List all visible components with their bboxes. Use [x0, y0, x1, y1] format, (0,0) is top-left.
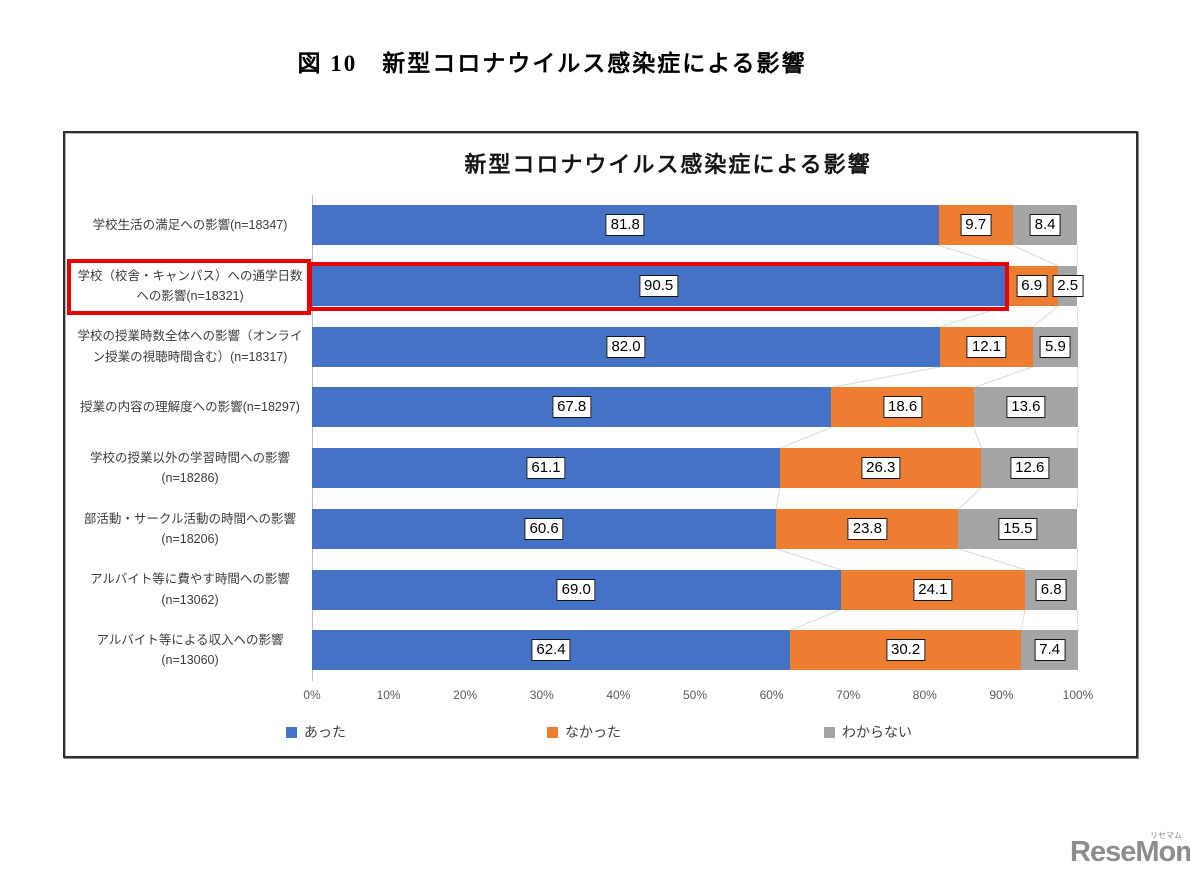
series-connector-line — [973, 366, 1033, 388]
legend-label: なかった — [565, 724, 621, 740]
category-label: 学校生活の満足への影響(n=18347) — [71, 195, 309, 256]
category-label-line: (n=13060) — [161, 653, 219, 668]
value-label: 67.8 — [552, 396, 592, 419]
x-tick-label: 50% — [682, 688, 708, 702]
category-label-line: (n=13062) — [161, 592, 219, 607]
value-label: 62.4 — [531, 639, 571, 662]
series-connector-line — [779, 427, 832, 449]
resemom-logo-text: ReseMom. — [1070, 836, 1190, 868]
x-tick-label: 10% — [376, 688, 401, 702]
category-label-line: 部活動・サークル活動の時間への影響 — [83, 511, 297, 526]
series-connector-line — [776, 548, 841, 571]
plot-area: 81.8 9.7 8.4 90.5 6.9 2.5 82.0 12.1 5.9 67.8 18.6 1… — [312, 195, 1084, 681]
category-label-line: (n=18286) — [161, 471, 219, 486]
legend-item-わからない: わからない — [824, 722, 912, 742]
x-tick-label: 80% — [912, 688, 937, 702]
x-tick-label: 30% — [529, 688, 554, 702]
value-label: 24.1 — [913, 578, 953, 601]
value-label: 23.8 — [847, 517, 887, 540]
bar-row — [312, 387, 1078, 428]
category-label-line: 学校の授業以外の学習時間への影響 — [89, 450, 290, 465]
series-connector-line — [958, 548, 1026, 571]
value-label: 90.5 — [639, 275, 679, 298]
value-label: 12.1 — [966, 335, 1007, 358]
category-label: 部活動・サークル活動の時間への影響 (n=18206) — [71, 499, 309, 560]
series-connector-line — [958, 487, 982, 510]
value-label: 13.6 — [1006, 396, 1046, 419]
value-label: 82.0 — [606, 335, 646, 358]
legend-item-なかった: なかった — [547, 722, 621, 742]
value-label: 12.6 — [1010, 457, 1050, 480]
category-label-line: 学校（校舎・キャンパス）への通学日数 — [77, 268, 303, 283]
legend-label: わからない — [842, 724, 912, 740]
series-connector-line — [1012, 244, 1059, 267]
category-axis-line — [312, 195, 313, 681]
value-label: 6.9 — [1016, 275, 1048, 298]
category-label: アルバイト等に費やす時間への影響 (n=13062) — [71, 559, 309, 620]
category-label-line: アルバイト等に費やす時間への影響 — [90, 572, 290, 587]
value-label: 2.5 — [1052, 275, 1084, 298]
x-tick-label: 20% — [453, 688, 478, 702]
category-label: アルバイト等による収入への影響 (n=13060) — [71, 620, 309, 681]
value-label: 18.6 — [882, 396, 923, 419]
chart-title: 新型コロナウイルス感染症による影響 — [464, 152, 872, 177]
value-label: 9.7 — [960, 214, 992, 237]
category-label-line: (n=18206) — [161, 531, 219, 546]
value-label: 5.9 — [1039, 335, 1071, 358]
x-tick-label: 60% — [759, 688, 784, 702]
value-label: 30.2 — [886, 639, 926, 662]
category-label: 学校の授業時数全体への影響（オンライ ン授業の視聴時間含む）(n=18317) — [71, 316, 309, 377]
series-connector-line — [1032, 305, 1059, 328]
series-connector-line — [1076, 306, 1079, 327]
legend-label: あった — [304, 724, 346, 740]
bar-row — [312, 508, 1078, 549]
series-connector-line — [775, 488, 781, 509]
value-label: 6.8 — [1035, 578, 1067, 601]
legend-marker-icon — [547, 726, 558, 738]
bar-row — [312, 326, 1078, 367]
x-tick-label: 0% — [303, 688, 321, 702]
x-tick-label: 100% — [1062, 688, 1094, 702]
value-label: 61.1 — [526, 457, 566, 480]
category-label-line: 学校の授業時数全体への影響（オンライ — [77, 329, 303, 344]
figure-caption: 図 10 新型コロナウイルス感染症による影響 — [297, 51, 807, 76]
value-label: 69.0 — [556, 578, 596, 601]
legend-item-あった: あった — [286, 722, 346, 742]
series-connector-line — [789, 609, 841, 631]
category-label-line: 授業の内容の理解度への影響(n=18297) — [80, 400, 300, 415]
value-label: 81.8 — [605, 214, 645, 237]
category-label: 学校（校舎・キャンパス）への通学日数 への影響(n=18321) — [71, 256, 309, 317]
bar-row — [312, 569, 1078, 610]
series-connector-line — [1020, 609, 1026, 631]
bar-row — [312, 630, 1078, 671]
x-tick-label: 70% — [836, 688, 861, 702]
series-connector-line — [831, 366, 941, 388]
value-label: 15.5 — [998, 517, 1038, 540]
series-connector-line — [1076, 488, 1079, 509]
category-label-line: アルバイト等による収入への影響 — [96, 632, 284, 647]
legend-marker-icon — [824, 726, 835, 738]
value-label: 26.3 — [861, 457, 901, 480]
resemom-logo-ruby: リセマム — [1150, 831, 1182, 840]
chart-frame: 新型コロナウイルス感染症による影響 学校生活の満足への影響(n=18347) 学校… — [63, 131, 1138, 758]
x-axis: 0% 10% 20% 30% 40% 50% 60% 70% 80% 90% 100% — [303, 688, 1093, 704]
legend-marker-icon — [286, 726, 297, 738]
resemom-logo: リセマム ReseMom. — [1070, 831, 1190, 872]
x-tick-label: 90% — [989, 688, 1014, 702]
value-label: 8.4 — [1029, 214, 1061, 237]
highlight-box-category — [67, 259, 311, 315]
value-label: 60.6 — [524, 517, 564, 540]
series-connector-line — [973, 427, 982, 449]
category-label: 学校の授業以外の学習時間への影響 (n=18286) — [71, 438, 309, 499]
category-label: 授業の内容の理解度への影響(n=18297) — [71, 377, 309, 438]
highlight-box-bar — [308, 261, 1010, 311]
series-connector-line — [1076, 609, 1079, 631]
category-label-line: への影響(n=18321) — [136, 289, 244, 304]
category-label-line: 学校生活の満足への影響(n=18347) — [92, 218, 288, 233]
bar-row — [312, 448, 1078, 489]
x-tick-label: 40% — [606, 688, 631, 702]
value-label: 7.4 — [1034, 639, 1066, 662]
category-label-line: ン授業の視聴時間含む）(n=18317) — [92, 349, 288, 364]
